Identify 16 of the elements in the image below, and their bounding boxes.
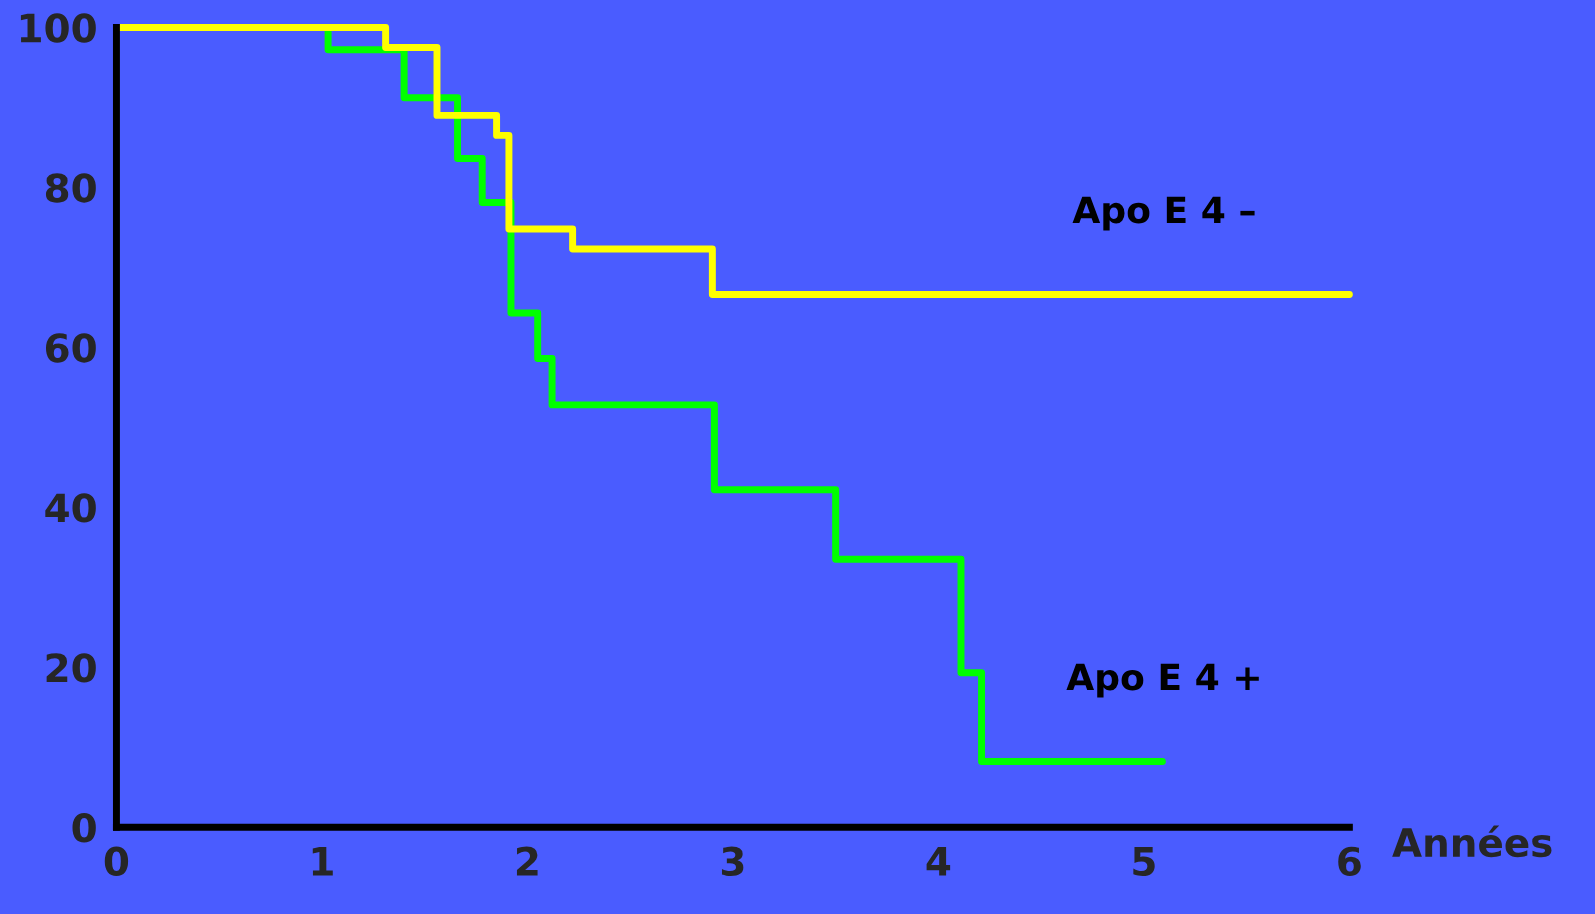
series-label: Apo E 4 +	[1066, 663, 1259, 698]
y-tick-label: 0	[72, 813, 96, 843]
y-tick-label: 20	[46, 653, 96, 683]
x-tick-label: 3	[721, 846, 744, 877]
x-tick-label: 5	[1133, 847, 1155, 877]
y-tick-label: 80	[45, 173, 96, 203]
x-tick-label: 1	[312, 847, 333, 876]
x-tick-label: 2	[516, 846, 538, 876]
y-tick-label: 60	[45, 333, 96, 363]
series-label: Apo E 4 –	[1072, 196, 1255, 231]
x-axis-title: Années	[1392, 825, 1552, 858]
x-tick-label: 0	[104, 846, 129, 877]
y-tick-label: 40	[45, 493, 96, 523]
x-tick-label: 6	[1338, 846, 1361, 877]
y-tick-label: 100	[20, 13, 96, 43]
x-tick-label: 4	[926, 847, 951, 876]
